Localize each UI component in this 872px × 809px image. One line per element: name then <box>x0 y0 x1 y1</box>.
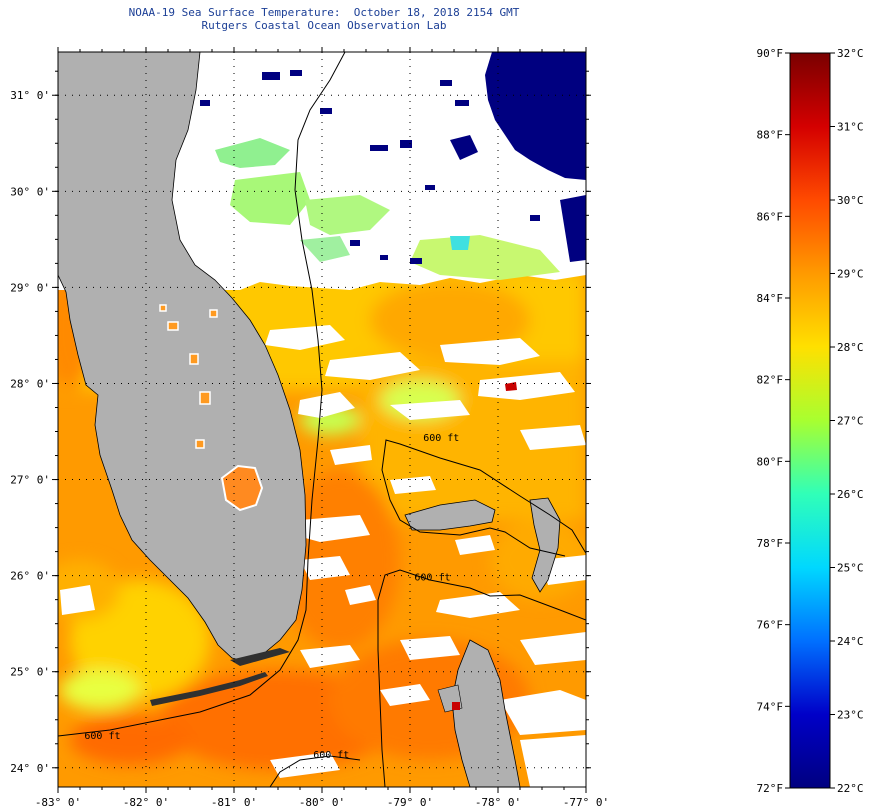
lat-tick-label: 29° 0' <box>10 281 50 294</box>
lat-tick-label: 30° 0' <box>10 185 50 198</box>
lat-tick-label: 31° 0' <box>10 89 50 102</box>
map-title: NOAA-19 Sea Surface Temperature: October… <box>128 6 520 19</box>
scattered-clouds <box>60 325 586 787</box>
colorbar-label-c: 25°C <box>837 562 864 575</box>
colorbar-label-c: 26°C <box>837 488 864 501</box>
lat-tick-label: 24° 0' <box>10 762 50 775</box>
colorbar-gradient <box>789 52 831 789</box>
colorbar-label-f: 88°F <box>757 129 784 142</box>
colorbar-label-c: 24°C <box>837 635 864 648</box>
warm-spot <box>452 702 460 710</box>
colorbar-label-c: 32°C <box>837 47 864 60</box>
florida-keys <box>150 648 290 706</box>
lon-tick-label: -80° 0' <box>299 796 345 809</box>
cold-water-patches <box>200 52 586 264</box>
lon-tick-label: -79° 0' <box>387 796 433 809</box>
colorbar-label-c: 31°C <box>837 121 864 134</box>
lat-tick-label: 28° 0' <box>10 377 50 390</box>
lon-tick-label: -77° 0' <box>563 796 609 809</box>
colorbar-label-f: 80°F <box>757 455 784 468</box>
colorbar-label-f: 76°F <box>757 619 784 632</box>
contour-label: 600 ft <box>423 433 459 444</box>
contour-label: 600 ft <box>313 750 349 761</box>
colorbar-label-f: 82°F <box>757 374 784 387</box>
lat-tick-label: 26° 0' <box>10 570 50 583</box>
lon-tick-label: -82° 0' <box>123 796 169 809</box>
lake-okeechobee <box>220 464 264 512</box>
contour-labels: 600 ft 600 ft 600 ft 600 ft <box>84 433 459 761</box>
lat-tick-label: 27° 0' <box>10 474 50 487</box>
colorbar-label-c: 28°C <box>837 341 864 354</box>
lon-tick-label: -83° 0' <box>35 796 81 809</box>
bathymetry-contours <box>58 52 586 787</box>
colorbar-label-f: 72°F <box>757 782 784 795</box>
colorbar-label-c: 27°C <box>837 415 864 428</box>
map-subtitle: Rutgers Coastal Ocean Observation Lab <box>201 19 447 32</box>
colorbar-label-f: 78°F <box>757 537 784 550</box>
colorbar-label-c: 23°C <box>837 709 864 722</box>
inland-lakes <box>159 304 218 449</box>
map-frame <box>57 51 587 788</box>
lon-tick-label: -81° 0' <box>211 796 257 809</box>
abaco-island <box>529 497 561 593</box>
colorbar-label-f: 86°F <box>757 210 784 223</box>
lon-tick-label: -78° 0' <box>475 796 521 809</box>
lat-tick-label: 25° 0' <box>10 666 50 679</box>
colorbar-label-f: 74°F <box>757 700 784 713</box>
colorbar-label-c: 29°C <box>837 268 864 281</box>
colorbar-label-f: 84°F <box>757 292 784 305</box>
warm-spot-offshore <box>505 382 517 391</box>
contour-label: 600 ft <box>414 572 450 583</box>
cool-water-patches <box>215 88 560 280</box>
map-field: 600 ft 600 ft 600 ft 600 ft <box>58 52 586 787</box>
colorbar-label-c: 22°C <box>837 782 864 795</box>
colorbar-label-c: 30°C <box>837 194 864 207</box>
contour-label: 600 ft <box>84 731 120 742</box>
colorbar-label-f: 90°F <box>757 47 784 60</box>
colorbar-ticks: 90°F 88°F 86°F 84°F 82°F 80°F 78°F 76°F 74°F 72°F… <box>757 47 864 795</box>
grand-bahama-island <box>404 499 496 531</box>
temperature-colorbar: 90°F 88°F 86°F 84°F 82°F 80°F 78°F 76°F 74°F 72°F… <box>757 47 864 795</box>
